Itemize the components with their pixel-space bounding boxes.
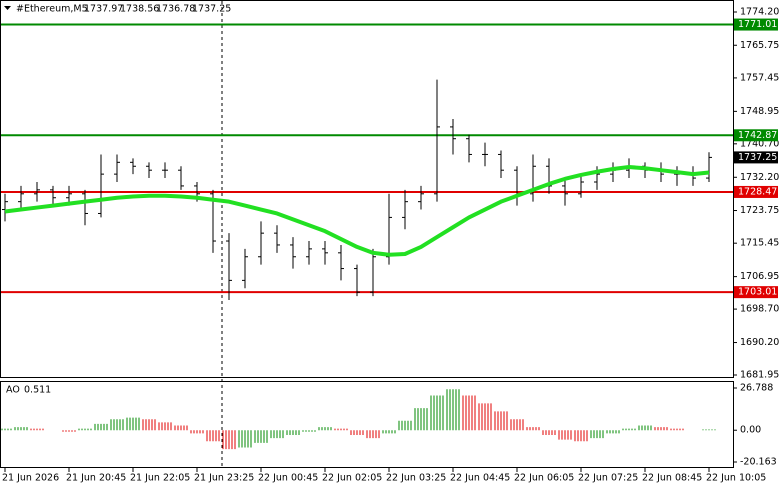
x-tick-label: 21 Jun 20:45 [66,473,126,484]
y-tick-label: 1681.95 [740,370,779,381]
y-tick-label: 1757.45 [740,72,779,83]
y-tick-label: 1723.75 [740,205,779,216]
ohlc-high: 1738.56 [120,4,159,15]
ao-value: 0.511 [24,385,51,396]
y-tick-label: 1698.70 [740,304,779,315]
y-tick-label: 1715.45 [740,238,779,249]
y-tick-label: 1748.95 [740,106,779,117]
x-tick-label: 21 Jun 22:05 [130,473,190,484]
level-label-box [734,286,778,299]
y-tick-label: 1740.70 [740,138,779,149]
y-tick-label: 1706.95 [740,271,779,282]
level-label: 1771.01 [738,19,777,30]
ao-tick-label: 0.00 [740,425,761,436]
y-tick-label: 1690.20 [740,337,779,348]
level-label: 1742.87 [738,130,777,141]
ao-tick-label: 26.788 [740,383,773,394]
price-label: 1737.25 [738,152,777,163]
x-tick-label: 21 Jun 2026 [2,473,59,484]
ohlc-close: 1737.25 [192,4,231,15]
level-label-box [734,18,778,31]
level-label: 1703.01 [738,287,777,298]
y-tick-label: 1765.75 [740,40,779,51]
x-tick-label: 22 Jun 06:05 [514,473,574,484]
x-tick-label: 22 Jun 03:25 [386,473,446,484]
moving-average [4,165,710,257]
ao-panel-frame [0,381,734,468]
y-tick-label: 1732.20 [740,172,779,183]
level-label-box [734,129,778,142]
x-tick-label: 22 Jun 02:05 [322,473,382,484]
x-tick-label: 22 Jun 00:45 [258,473,318,484]
ao-tick-label: -20.163 [740,457,777,468]
level-label: 1728.47 [738,186,777,197]
level-label-box [734,185,778,198]
ohlc-open: 1737.97 [84,4,123,15]
price-panel-frame [0,0,734,378]
x-tick-label: 22 Jun 08:45 [642,473,702,484]
x-tick-label: 22 Jun 10:05 [706,473,766,484]
x-tick-label: 21 Jun 23:25 [194,473,254,484]
dropdown-icon [4,6,11,10]
ao-label: AO [6,385,20,396]
ohlc-low: 1736.78 [156,4,195,15]
x-tick-label: 22 Jun 04:45 [450,473,510,484]
symbol: #Ethereum,M5 [16,4,88,15]
y-tick-label: 1774.20 [740,7,779,18]
x-tick-label: 22 Jun 07:25 [578,473,638,484]
price-label-box [734,151,778,164]
